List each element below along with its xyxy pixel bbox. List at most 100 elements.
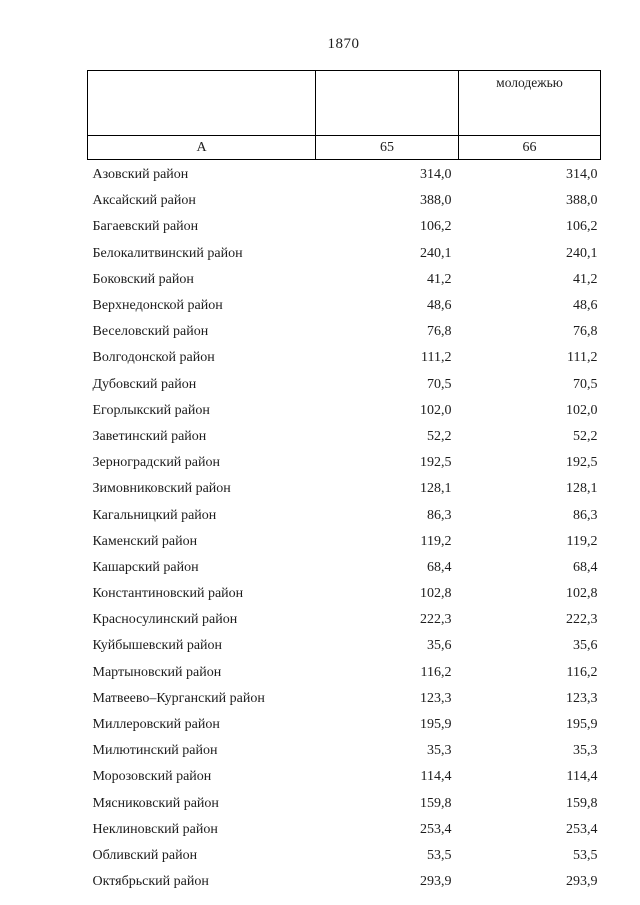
district-name: Красносулинский район [92,612,238,628]
district-name: Мартыновский район [92,664,222,680]
table-row: Кашарский район 68,4 68,4 [88,555,601,581]
value-col-65: 48,6 [427,298,452,314]
table-row: Багаевский район 106,2 106,2 [88,214,601,240]
value-col-65: 41,2 [427,271,452,287]
value-col-66: 53,5 [573,847,598,863]
table-row: Октябрьский район 293,9 293,9 [88,869,601,895]
district-name: Белокалитвинский район [92,245,243,261]
value-col-65: 106,2 [420,219,452,235]
value-col-65: 195,9 [420,717,452,733]
value-col-65: 35,3 [427,743,452,759]
value-col-65: 119,2 [420,533,452,549]
value-col-66: 41,2 [573,271,598,287]
table-row: Егорлыкский район 102,0 102,0 [88,398,601,424]
district-name: Зерноградский район [92,455,221,471]
value-col-65: 111,2 [421,350,452,366]
value-col-65: 159,8 [420,795,452,811]
value-col-65: 68,4 [427,559,452,575]
district-name: Боковский район [92,271,194,287]
table-row: Морозовский район 114,4 114,4 [88,764,601,790]
value-col-66: 123,3 [566,690,598,706]
table-row: Волгодонской район 111,2 111,2 [88,345,601,371]
district-name: Егорлыкский район [92,402,210,418]
value-col-65: 114,4 [420,769,452,785]
table-row: Константиновский район 102,8 102,8 [88,581,601,607]
value-col-65: 128,1 [420,481,452,497]
value-col-65: 388,0 [420,193,452,209]
value-col-66: 86,3 [573,507,598,523]
district-name: Аксайский район [92,193,196,209]
value-col-65: 222,3 [420,612,452,628]
district-name: Обливский район [92,847,198,863]
value-col-65: 123,3 [420,690,452,706]
value-col-65: 240,1 [420,245,452,261]
table-row: Куйбышевский район 35,6 35,6 [88,633,601,659]
header-cell-molodezhyu: молодежью [458,70,601,136]
district-name: Морозовский район [92,769,212,785]
header-cell-a: А [87,135,316,160]
table-row: Обливский район 53,5 53,5 [88,843,601,869]
district-name: Миллеровский район [92,717,220,733]
table-header: молодежью А 65 66 [87,70,601,160]
district-name: Милютинский район [92,743,218,759]
value-col-66: 106,2 [566,219,598,235]
value-col-66: 314,0 [566,167,598,183]
table-row: Каменский район 119,2 119,2 [88,529,601,555]
district-name: Волгодонской район [92,350,215,366]
district-name: Азовский район [92,167,189,183]
table-row: Миллеровский район 195,9 195,9 [88,712,601,738]
value-col-66: 222,3 [566,612,598,628]
value-col-66: 68,4 [573,559,598,575]
value-col-66: 35,3 [573,743,598,759]
district-name: Константиновский район [92,586,244,602]
value-col-66: 240,1 [566,245,598,261]
value-col-65: 314,0 [420,167,452,183]
value-col-66: 102,0 [566,402,598,418]
table-row: Мясниковский район 159,8 159,8 [88,791,601,817]
value-col-66: 52,2 [573,428,598,444]
table-row: Милютинский район 35,3 35,3 [88,738,601,764]
table-row: Дубовский район 70,5 70,5 [88,372,601,398]
value-col-65: 116,2 [420,664,452,680]
header-cell-empty-2 [315,70,459,136]
table-row: Верхнедонской район 48,6 48,6 [88,293,601,319]
district-name: Веселовский район [92,324,209,340]
value-col-65: 76,8 [427,324,452,340]
table-row: Белокалитвинский район 240,1 240,1 [88,241,601,267]
table-body: Азовский район 314,0 314,0 Аксайский район 3… [88,160,601,896]
value-col-65: 102,8 [420,586,452,602]
district-name: Куйбышевский район [92,638,223,654]
value-col-65: 192,5 [420,455,452,471]
header-cell-66: 66 [458,135,601,160]
value-col-66: 192,5 [566,455,598,471]
table-row: Мартыновский район 116,2 116,2 [88,660,601,686]
header-cell-65: 65 [315,135,459,160]
table-row: Матвеево–Курганский район 123,3 123,3 [88,686,601,712]
district-name: Октябрьский район [92,874,209,890]
value-col-65: 35,6 [427,638,452,654]
district-name: Матвеево–Курганский район [92,690,265,706]
district-name: Заветинский район [92,428,207,444]
table-row: Аксайский район 388,0 388,0 [88,188,601,214]
district-name: Неклиновский район [92,821,218,837]
value-col-65: 52,2 [427,428,452,444]
header-row-column-codes: А 65 66 [87,135,601,160]
table-row: Зерноградский район 192,5 192,5 [88,450,601,476]
table-row: Заветинский район 52,2 52,2 [88,424,601,450]
value-col-65: 293,9 [420,874,452,890]
value-col-66: 114,4 [566,769,598,785]
district-name: Дубовский район [92,376,197,392]
district-name: Багаевский район [92,219,199,235]
district-name: Кашарский район [92,559,199,575]
value-col-66: 116,2 [566,664,598,680]
value-col-66: 293,9 [566,874,598,890]
table-row: Азовский район 314,0 314,0 [88,160,601,189]
value-col-65: 53,5 [427,847,452,863]
table-row: Кагальницкий район 86,3 86,3 [88,502,601,528]
value-col-66: 35,6 [573,638,598,654]
value-col-66: 111,2 [567,350,598,366]
value-col-65: 102,0 [420,402,452,418]
value-col-66: 253,4 [566,821,598,837]
statistics-table-wrap: молодежью А 65 66 Азовский район 314,0 314… [87,70,601,896]
value-col-66: 48,6 [573,298,598,314]
